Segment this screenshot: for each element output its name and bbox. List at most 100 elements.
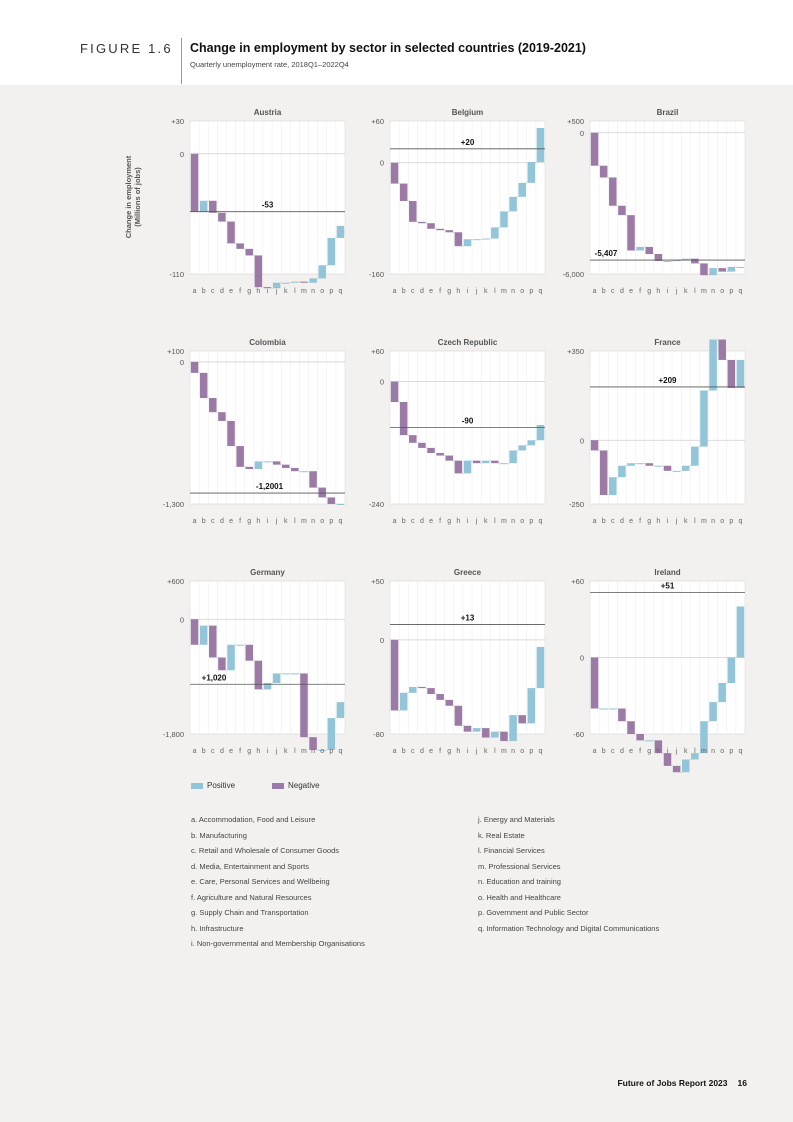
category-label: h <box>656 288 660 295</box>
waterfall-bar <box>190 361 199 373</box>
total-label: +51 <box>661 581 675 590</box>
waterfall-bar <box>736 606 745 658</box>
waterfall-bar <box>709 268 717 276</box>
category-label: p <box>529 518 533 525</box>
category-label: g <box>247 518 251 525</box>
category-label: a <box>393 288 397 295</box>
waterfall-bar <box>245 644 254 661</box>
waterfall-bar <box>309 278 317 283</box>
chart-title: Ireland <box>654 568 680 577</box>
waterfall-bar <box>618 205 626 216</box>
category-label: b <box>402 288 406 295</box>
waterfall-bar <box>500 731 508 742</box>
category-label: q <box>738 748 742 755</box>
waterfall-bar <box>390 639 399 711</box>
sector-key-item: c. Retail and Wholesale of Consumer Good… <box>191 846 339 855</box>
category-label: n <box>711 748 715 755</box>
category-label: d <box>620 518 624 525</box>
category-label: e <box>229 748 233 755</box>
waterfall-bar <box>718 683 726 703</box>
y-tick-label: +500 <box>567 117 584 126</box>
waterfall-bar <box>209 397 217 413</box>
waterfall-bar <box>445 455 454 461</box>
category-label: e <box>629 518 633 525</box>
sector-key-item: i. Non-governmental and Membership Organ… <box>191 939 365 948</box>
waterfall-bar <box>736 359 745 388</box>
waterfall-bar <box>663 753 672 766</box>
category-label: q <box>538 518 542 525</box>
category-label: h <box>456 288 460 295</box>
waterfall-bar <box>527 162 536 183</box>
waterfall-bar <box>399 183 408 201</box>
waterfall-bar <box>636 246 644 251</box>
legend-positive-label: Positive <box>207 781 236 790</box>
category-label: e <box>629 288 633 295</box>
category-label: e <box>629 748 633 755</box>
waterfall-bar <box>481 728 490 738</box>
sector-key-right: j. Energy and Materials k. Real Estate l… <box>478 812 659 936</box>
category-label: j <box>275 288 278 295</box>
sector-key-item: a. Accommodation, Food and Leisure <box>191 815 316 824</box>
category-label: l <box>294 748 296 755</box>
waterfall-bar <box>709 339 717 391</box>
chart-colombia: Colombia +100 0 -1,300 -1,2001 a b c d e f g h i j k l m n… <box>163 338 346 525</box>
waterfall-bar <box>727 657 736 683</box>
category-label: f <box>239 748 241 755</box>
category-label: n <box>511 518 515 525</box>
waterfall-bar <box>209 625 217 658</box>
waterfall-bar <box>536 424 545 441</box>
plot-area <box>389 580 546 735</box>
category-label: b <box>402 748 406 755</box>
category-label: h <box>456 748 460 755</box>
category-label: i <box>267 288 269 295</box>
category-label: q <box>338 748 342 755</box>
figure-header: FIGURE 1.6 Change in employment by secto… <box>0 0 793 85</box>
waterfall-bar <box>491 460 499 464</box>
category-label: p <box>529 748 533 755</box>
chart-title: Colombia <box>249 338 286 347</box>
plot-area <box>389 120 546 275</box>
category-label: d <box>620 288 624 295</box>
y-tick-label: 0 <box>580 436 584 445</box>
waterfall-bar <box>327 497 336 504</box>
category-label: k <box>684 288 688 295</box>
y-tick-label: -160 <box>369 270 384 279</box>
waterfall-bar <box>291 281 299 283</box>
plot-area <box>189 120 346 275</box>
category-label: g <box>647 518 651 525</box>
category-label: g <box>647 288 651 295</box>
waterfall-bar <box>281 464 290 468</box>
category-label: f <box>439 518 441 525</box>
waterfall-bar <box>709 702 717 722</box>
waterfall-bar <box>590 132 599 166</box>
waterfall-bar <box>436 693 444 700</box>
category-label: n <box>311 288 315 295</box>
category-label: l <box>494 288 496 295</box>
category-label: d <box>420 518 424 525</box>
waterfall-bar <box>199 625 208 645</box>
y-tick-label: +60 <box>371 117 384 126</box>
waterfall-bar <box>691 258 699 264</box>
category-label: h <box>256 748 260 755</box>
waterfall-bar <box>218 657 226 671</box>
category-label: g <box>447 518 451 525</box>
waterfall-bar <box>645 463 654 466</box>
category-label: g <box>247 748 251 755</box>
category-label: f <box>639 288 641 295</box>
waterfall-bar <box>518 182 526 197</box>
total-label: -90 <box>462 417 474 426</box>
category-label: a <box>593 288 597 295</box>
waterfall-bar <box>291 673 299 675</box>
legend-negative-label: Negative <box>288 781 320 790</box>
category-label: e <box>229 288 233 295</box>
category-label: g <box>447 288 451 295</box>
waterfall-bar <box>536 127 545 163</box>
category-label: l <box>694 518 696 525</box>
y-tick-label: +100 <box>167 347 184 356</box>
category-label: o <box>720 518 724 525</box>
category-label: d <box>220 288 224 295</box>
waterfall-bar <box>318 265 326 279</box>
waterfall-bar <box>427 223 435 229</box>
category-label: p <box>729 288 733 295</box>
category-label: d <box>220 518 224 525</box>
